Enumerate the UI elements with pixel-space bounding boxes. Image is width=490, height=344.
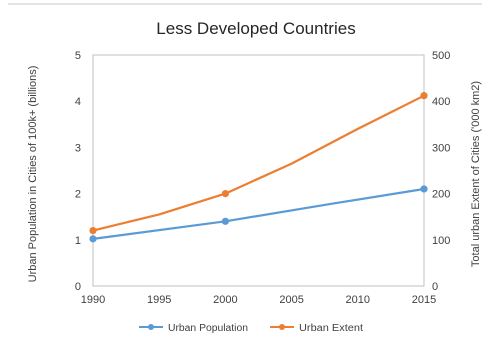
right-y-tick-label: 400	[432, 96, 450, 108]
series-2-point	[221, 190, 229, 198]
left-y-tick-label: 4	[75, 96, 81, 108]
right-y-axis-ticks: 0 100 200 300 400 500	[432, 50, 450, 293]
left-y-tick-label: 3	[75, 142, 81, 154]
left-y-axis-title: Urban Population in Cities of 100k+ (bil…	[27, 66, 39, 283]
right-y-tick-label: 300	[432, 142, 450, 154]
right-y-tick-label: 500	[432, 50, 450, 62]
left-y-tick-label: 2	[75, 189, 81, 201]
right-y-axis-title: Total urban Extent of Cities ('000 km2)	[470, 81, 482, 267]
chart-title: Less Developed Countries	[156, 19, 355, 38]
x-tick-label: 1995	[147, 294, 171, 306]
right-y-tick-label: 200	[432, 189, 450, 201]
series-line-2	[91, 94, 426, 232]
plot-area	[92, 54, 425, 287]
legend-swatch-marker-2	[279, 324, 285, 330]
right-y-tick-label: 0	[432, 281, 438, 293]
legend: Urban Population Urban Extent	[139, 323, 363, 334]
right-y-tick-label: 100	[432, 235, 450, 247]
series-1-point	[420, 185, 428, 193]
x-tick-label: 1990	[81, 294, 105, 306]
series-2-point	[420, 92, 428, 100]
x-axis-ticks: 1990 1995 2000 2005 2010 2015	[81, 294, 436, 306]
legend-label-2: Urban Extent	[299, 323, 363, 334]
left-y-tick-label: 5	[75, 50, 81, 62]
series-1-point	[89, 235, 97, 243]
x-tick-label: 2015	[412, 294, 436, 306]
left-y-tick-label: 0	[75, 281, 81, 293]
series-layer	[89, 92, 428, 243]
legend-label-1: Urban Population	[168, 323, 248, 334]
series-2-point	[89, 226, 97, 235]
left-y-axis-ticks: 0 1 2 3 4 5	[75, 50, 81, 293]
x-tick-label: 2010	[346, 294, 370, 306]
x-tick-label: 2000	[213, 294, 237, 306]
legend-swatch-marker-1	[148, 324, 154, 330]
x-tick-label: 2005	[279, 294, 303, 306]
series-line-1	[91, 187, 426, 240]
series-1-point	[221, 217, 229, 225]
left-y-tick-label: 1	[75, 235, 81, 247]
